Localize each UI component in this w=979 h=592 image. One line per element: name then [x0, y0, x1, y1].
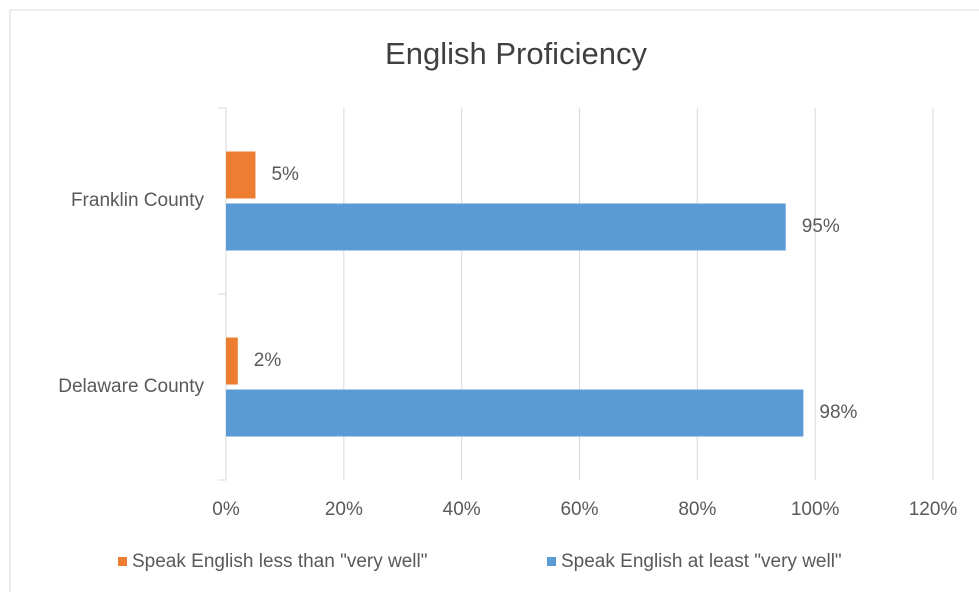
legend-label: Speak English less than "very well": [132, 551, 427, 572]
bar: [226, 337, 238, 385]
legend-swatch: [547, 557, 556, 566]
data-label: 2%: [254, 350, 282, 371]
bar: [226, 151, 256, 199]
y-tick-label: Franklin County: [71, 190, 205, 211]
y-tick-label: Delaware County: [58, 376, 204, 397]
bar: [226, 389, 804, 437]
data-label: 98%: [819, 402, 857, 423]
x-tick-label: 60%: [560, 499, 598, 520]
x-tick-label: 100%: [791, 499, 840, 520]
chart-frame: [9, 9, 979, 592]
x-tick-label: 120%: [909, 499, 958, 520]
x-tick-label: 20%: [325, 499, 363, 520]
x-tick-label: 40%: [443, 499, 481, 520]
x-tick-label: 80%: [678, 499, 716, 520]
x-tick-label: 0%: [212, 499, 240, 520]
legend-swatch: [118, 557, 127, 566]
data-label: 5%: [271, 164, 299, 185]
bar: [226, 203, 786, 251]
legend-label: Speak English at least "very well": [561, 551, 842, 572]
chart-title: English Proficiency: [385, 36, 647, 71]
data-label: 95%: [802, 216, 840, 237]
